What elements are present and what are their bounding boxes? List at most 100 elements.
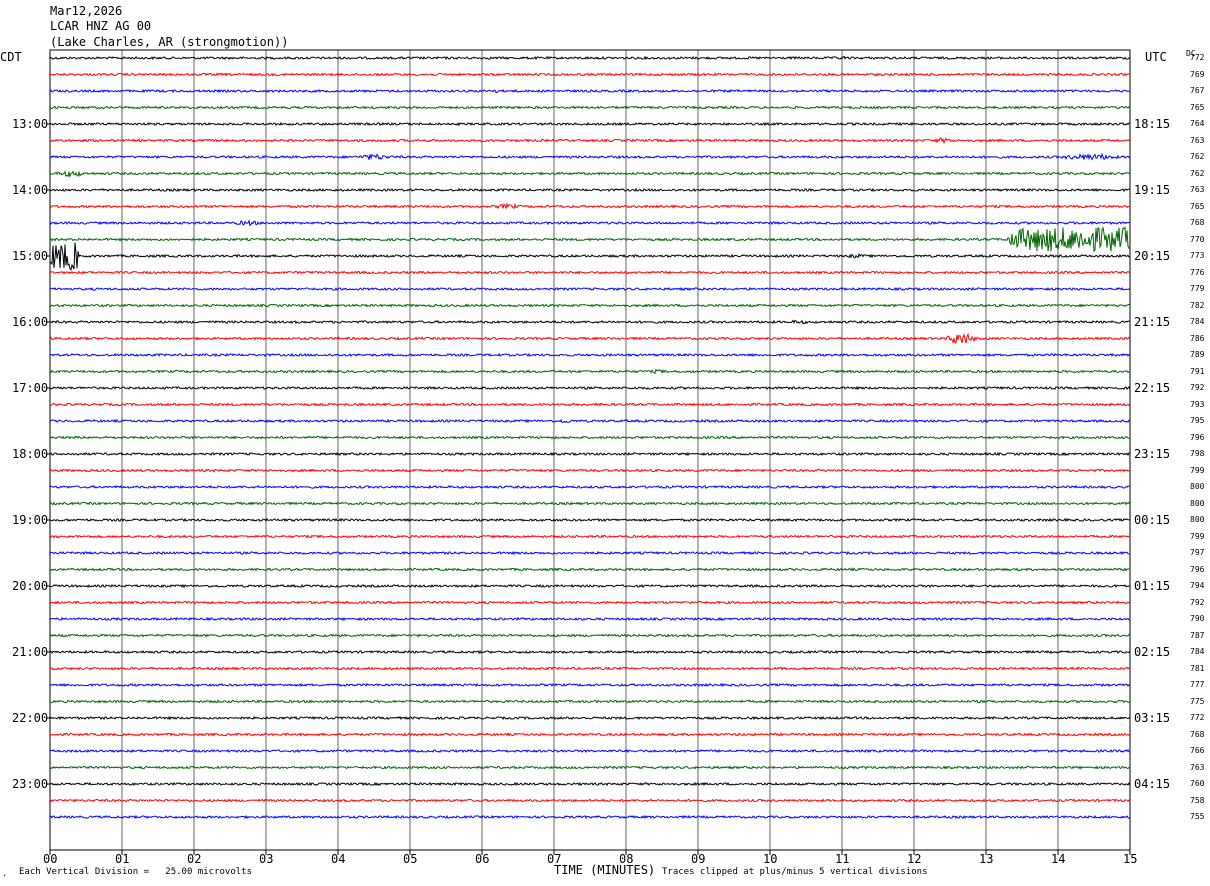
x-tick-label: 12 xyxy=(907,852,922,866)
dc-offset-label: 792 xyxy=(1190,597,1205,607)
dc-offset-label: 798 xyxy=(1190,449,1205,458)
seismic-trace xyxy=(49,242,1131,271)
clip-note: Traces clipped at plus/minus 5 vertical … xyxy=(662,867,928,877)
dc-offset-label: 784 xyxy=(1190,317,1205,326)
seismic-trace xyxy=(49,616,1131,622)
dc-offset-label: 755 xyxy=(1190,812,1205,821)
seismic-trace xyxy=(49,633,1131,638)
dc-offset-label: 786 xyxy=(1190,333,1205,343)
x-tick-label: 10 xyxy=(763,852,778,866)
seismic-trace xyxy=(49,567,1130,572)
dc-offset-label: 772 xyxy=(1190,713,1205,722)
right-hour-label: 18:15 xyxy=(1134,117,1171,131)
seismic-trace xyxy=(49,332,1131,344)
dc-offset-label: 784 xyxy=(1190,647,1205,656)
right-hour-label: 01:15 xyxy=(1134,579,1171,593)
x-tick-label: 09 xyxy=(691,852,706,866)
dc-offset-label: 766 xyxy=(1190,746,1205,755)
dc-offset-label: 772 xyxy=(1190,53,1205,62)
seismic-trace xyxy=(49,517,1131,523)
dc-offset-label: 760 xyxy=(1190,779,1205,788)
right-hour-label: 03:15 xyxy=(1134,711,1171,725)
left-hour-label: 15:00 xyxy=(12,249,49,263)
dc-offset-label: 763 xyxy=(1190,185,1205,194)
dc-offset-label: 800 xyxy=(1190,482,1205,491)
dc-offset-label: 793 xyxy=(1190,399,1205,409)
location-label: (Lake Charles, AR (strongmotion)) xyxy=(50,35,289,49)
dc-offset-label: 775 xyxy=(1190,696,1205,706)
seismic-trace xyxy=(49,550,1130,556)
dc-offset-label: 792 xyxy=(1190,383,1205,392)
x-tick-label: 01 xyxy=(115,852,130,866)
dc-offset-label: 799 xyxy=(1190,465,1205,475)
dc-offset-label: 758 xyxy=(1190,795,1205,805)
seismic-trace xyxy=(49,202,1131,210)
dc-offset-label: 765 xyxy=(1190,102,1205,112)
seismic-trace xyxy=(49,583,1131,589)
x-tick-label: 15 xyxy=(1123,852,1138,866)
right-hour-label: 21:15 xyxy=(1134,315,1171,329)
dc-offset-label: 797 xyxy=(1190,548,1205,557)
right-timezone-label: UTC xyxy=(1145,50,1167,64)
seismic-trace xyxy=(49,368,1131,374)
seismic-trace xyxy=(49,748,1131,754)
corner-mark: . xyxy=(2,869,8,879)
seismic-trace xyxy=(49,699,1131,704)
dc-offset-label: 773 xyxy=(1190,251,1205,260)
left-hour-label: 21:00 xyxy=(12,645,49,659)
dc-offset-label: 787 xyxy=(1190,630,1205,640)
seismic-trace xyxy=(49,121,1131,127)
x-tick-label: 07 xyxy=(547,852,562,866)
date-label: Mar12,2026 xyxy=(50,4,123,18)
seismic-trace xyxy=(49,352,1131,358)
seismic-trace xyxy=(49,814,1131,820)
seismic-trace xyxy=(49,170,1131,179)
dc-offset-label: 796 xyxy=(1190,564,1205,574)
seismic-trace xyxy=(49,682,1131,688)
x-tick-label: 02 xyxy=(187,852,202,866)
dc-offset-label: 795 xyxy=(1190,416,1205,425)
right-hour-label: 04:15 xyxy=(1134,777,1171,791)
dc-offset-label: 782 xyxy=(1190,300,1205,310)
dc-offset-label: 770 xyxy=(1190,234,1205,244)
right-hour-label: 02:15 xyxy=(1134,645,1171,659)
dc-offset-label: 762 xyxy=(1190,168,1205,178)
dc-offset-label: 762 xyxy=(1190,152,1205,161)
seismic-trace xyxy=(49,765,1131,770)
dc-label: DC xyxy=(1186,49,1196,58)
x-tick-label: 04 xyxy=(331,852,346,866)
seismic-trace xyxy=(49,732,1131,737)
x-axis-label: TIME (MINUTES) xyxy=(554,863,656,877)
dc-offset-label: 790 xyxy=(1190,614,1205,623)
dc-offset-label: 781 xyxy=(1190,663,1205,673)
right-hour-label: 20:15 xyxy=(1134,249,1171,263)
seismic-trace xyxy=(49,435,1131,440)
dc-offset-label: 769 xyxy=(1190,69,1205,79)
x-tick-label: 03 xyxy=(259,852,274,866)
dc-offset-label: 800 xyxy=(1190,515,1205,524)
seismic-trace xyxy=(49,484,1131,490)
dc-offset-label: 764 xyxy=(1190,119,1205,128)
dc-offset-label: 763 xyxy=(1190,762,1205,772)
dc-offset-label: 789 xyxy=(1190,350,1205,359)
seismic-trace xyxy=(49,286,1131,292)
left-hour-label: 16:00 xyxy=(12,315,49,329)
seismic-trace xyxy=(49,385,1131,391)
x-tick-label: 06 xyxy=(475,852,490,866)
seismic-trace xyxy=(49,105,1131,110)
seismic-trace xyxy=(49,649,1131,655)
left-timezone-label: CDT xyxy=(0,50,22,64)
left-hour-label: 13:00 xyxy=(12,117,49,131)
seismic-trace xyxy=(49,137,1131,145)
left-hour-label: 18:00 xyxy=(12,447,49,461)
seismic-trace xyxy=(49,501,1131,506)
seismic-trace xyxy=(49,152,1131,161)
dc-offset-label: 768 xyxy=(1190,729,1205,739)
right-hour-label: 23:15 xyxy=(1134,447,1171,461)
dc-offset-label: 779 xyxy=(1190,284,1205,293)
dc-offset-label: 791 xyxy=(1190,366,1205,376)
seismic-trace xyxy=(49,270,1131,275)
dc-offset-label: 767 xyxy=(1190,86,1205,95)
x-tick-label: 13 xyxy=(979,852,994,866)
x-tick-label: 14 xyxy=(1051,852,1066,866)
